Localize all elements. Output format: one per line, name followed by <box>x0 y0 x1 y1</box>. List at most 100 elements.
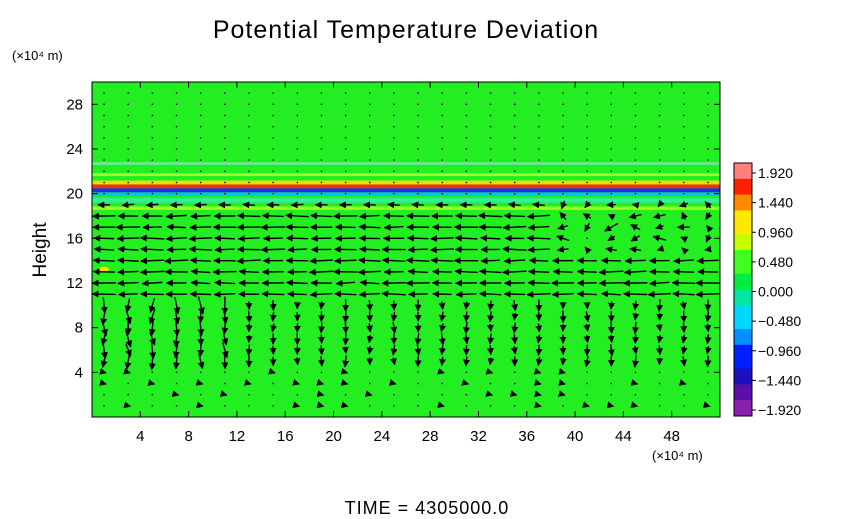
wind-vector <box>340 367 349 375</box>
wind-vector <box>610 393 613 396</box>
wind-vector <box>405 256 430 264</box>
wind-vector <box>658 393 661 396</box>
wind-vector <box>151 137 154 139</box>
wind-vector <box>316 401 325 409</box>
wind-vector <box>557 390 566 397</box>
wind-vector <box>647 290 671 298</box>
x-tick-label: 20 <box>325 428 342 445</box>
wind-vector <box>366 299 374 312</box>
wind-vector <box>503 212 526 220</box>
wind-vector <box>562 181 564 184</box>
wind-vector <box>704 323 712 333</box>
colorbar-segment <box>734 368 752 377</box>
wind-vector <box>272 125 274 128</box>
wind-vector <box>340 379 349 386</box>
wind-vectors <box>92 92 720 409</box>
wind-vector <box>151 92 154 94</box>
wind-vector <box>175 103 178 106</box>
wind-vector <box>705 212 713 220</box>
wind-vector <box>103 114 105 117</box>
wind-vector <box>269 311 277 322</box>
colorbar-segment <box>734 321 752 330</box>
wind-vector <box>441 125 443 128</box>
wind-vector <box>320 125 323 128</box>
wind-vector <box>681 247 690 255</box>
wind-vector <box>320 192 323 195</box>
wind-vector <box>173 296 181 315</box>
temperature-field-background <box>92 82 720 417</box>
svg-text:Height: Height <box>30 222 51 278</box>
wind-vector <box>533 367 542 375</box>
wind-vector <box>103 103 105 106</box>
wind-vector <box>441 170 443 173</box>
wind-vector <box>99 367 107 375</box>
wind-vector <box>610 159 613 161</box>
wind-vector <box>533 379 542 386</box>
colorbar-tick-label: −1.440 <box>758 372 801 388</box>
wind-vector <box>465 137 468 139</box>
colorbar-segment <box>734 329 752 338</box>
wind-vector <box>287 246 307 254</box>
wind-vector <box>175 148 178 150</box>
wind-vector <box>175 125 178 128</box>
wind-vector <box>559 211 567 221</box>
wind-vector <box>455 212 478 220</box>
colorbar-tick-label: 1.920 <box>758 165 793 181</box>
wind-vector <box>369 137 371 139</box>
wind-vector <box>441 137 443 139</box>
wind-vector <box>683 393 685 396</box>
wind-vector <box>121 201 135 209</box>
wind-vector <box>92 212 116 220</box>
wind-vector <box>175 181 178 184</box>
wind-vector <box>145 201 159 209</box>
wind-vector <box>487 311 495 323</box>
wind-vector <box>127 170 129 173</box>
wind-vector <box>704 311 712 323</box>
wind-vector <box>586 159 588 161</box>
wind-vector <box>308 268 334 276</box>
wind-vector <box>316 378 324 386</box>
wind-vector <box>634 92 637 94</box>
wind-vector <box>624 257 646 265</box>
wind-vector <box>116 235 140 243</box>
wind-vector <box>344 170 347 173</box>
wind-vector <box>175 192 178 195</box>
wind-vector <box>393 137 395 139</box>
wind-vector <box>369 125 371 128</box>
wind-vector <box>437 367 445 375</box>
wind-vector <box>511 299 519 312</box>
wind-vector <box>127 148 129 150</box>
wind-vector <box>320 137 323 139</box>
wind-vector <box>285 212 309 220</box>
wind-vector <box>127 393 129 396</box>
wind-vector <box>586 181 588 184</box>
wind-vector <box>465 371 468 374</box>
wind-vector <box>683 148 685 150</box>
colorbar-segment <box>734 313 752 322</box>
wind-vector <box>462 333 470 345</box>
wind-vector <box>197 296 205 315</box>
wind-vector <box>139 234 165 242</box>
wind-vector <box>127 181 129 184</box>
wind-vector <box>489 148 492 150</box>
wind-vector <box>610 114 613 117</box>
wind-vector <box>441 103 443 106</box>
wind-vector <box>673 257 694 265</box>
wind-vector <box>607 322 615 334</box>
wind-vector <box>148 297 156 314</box>
colorbar-segment <box>734 234 752 243</box>
wind-vector <box>672 290 695 298</box>
wind-vector <box>634 114 637 117</box>
wind-vector <box>393 103 395 106</box>
wind-vector <box>556 234 570 242</box>
time-annotation: TIME = 4305000.0 <box>345 498 510 518</box>
wind-vector <box>320 114 323 117</box>
wind-vector <box>526 234 551 242</box>
wind-vector <box>296 137 299 139</box>
wind-vector <box>242 201 256 209</box>
wind-vector <box>502 223 527 231</box>
colorbar-segment <box>734 289 752 298</box>
wind-vector <box>414 344 422 356</box>
wind-vector <box>175 405 178 407</box>
anomaly-bands <box>92 162 720 273</box>
